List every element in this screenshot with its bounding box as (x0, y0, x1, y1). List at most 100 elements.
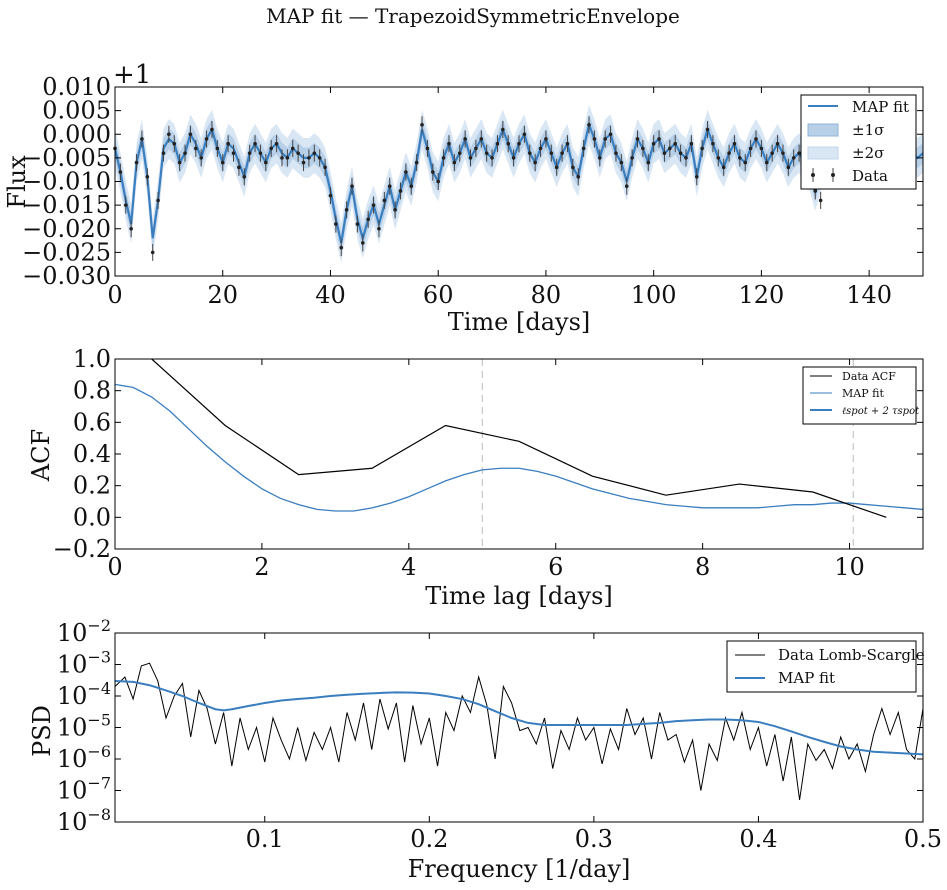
flux-data-point (554, 165, 559, 170)
flux-data-point (689, 141, 694, 146)
acf-xtick-label: 6 (548, 553, 563, 581)
flux-data-point (592, 137, 597, 141)
flux-data-point (571, 165, 575, 170)
flux-data-point (797, 151, 801, 155)
flux-data-point (657, 137, 661, 141)
flux-data-point (301, 160, 306, 165)
flux-data-point (668, 146, 672, 151)
figure-suptitle: MAP fit — TrapezoidSymmetricEnvelope (266, 4, 680, 28)
flux-data-point (366, 217, 370, 222)
psd-legend-box (726, 640, 917, 693)
psd-ytick-label: 10−8 (57, 805, 111, 836)
psd-ytick-label: 10−6 (57, 742, 111, 773)
flux-data-point (457, 151, 462, 155)
acf-ytick-label: 0.6 (73, 408, 111, 436)
flux-data-point (436, 179, 441, 184)
flux-data-point (549, 151, 554, 155)
flux-data-point (738, 156, 742, 160)
acf-data-line (148, 359, 887, 518)
flux-data-point (274, 141, 279, 146)
flux-data-point (743, 160, 748, 165)
flux-data-point (355, 222, 360, 226)
legend-acf-map-fit-label: MAP fit (842, 387, 884, 400)
flux-data-point (517, 141, 521, 146)
flux-xtick-label: 100 (631, 281, 677, 309)
flux-data-point (759, 146, 764, 151)
flux-data-point (194, 146, 198, 151)
flux-data-point (323, 165, 327, 170)
psd-xtick-label: 0.3 (575, 825, 613, 853)
flux-ylabel: Flux (3, 155, 31, 209)
flux-data-point (484, 151, 489, 155)
flux-data-point (220, 160, 225, 165)
flux-data-point (598, 156, 602, 160)
flux-ytick-label: 0.005 (42, 97, 111, 125)
legend-spot-label: ℓspot + 2 τspot (842, 406, 920, 417)
flux-data-point (253, 141, 257, 146)
flux-ytick-label: 0.010 (42, 73, 111, 101)
legend-data-acf-label: Data ACF (842, 370, 896, 383)
flux-data-point (334, 222, 338, 226)
flux-data-point (511, 156, 516, 160)
flux-data-point (694, 174, 699, 179)
legend-data-marker-1 (811, 173, 815, 177)
flux-data-point (129, 226, 133, 231)
flux-data-point (630, 156, 634, 160)
psd-ytick-label: 10−5 (57, 711, 111, 742)
flux-data-point (716, 156, 721, 160)
flux-data-point (474, 146, 478, 151)
psd-xtick-label: 0.2 (410, 825, 448, 853)
flux-data-point (527, 151, 532, 155)
acf-panel: 0 2 4 6 8 10 −0.2 0.0 0.2 0.4 0.6 0.8 1.0 Time lag [… (27, 345, 924, 610)
flux-ytick-label: −0.020 (22, 215, 111, 243)
flux-xtick-label: 60 (423, 281, 454, 309)
legend-2sigma-swatch (807, 146, 839, 160)
psd-ytick-label: 10−3 (57, 648, 111, 679)
flux-data-point (204, 137, 209, 141)
flux-data-point (748, 146, 753, 151)
flux-data-point (764, 160, 769, 165)
acf-ytick-label: 0.4 (73, 440, 111, 468)
flux-data-point (651, 141, 656, 146)
acf-xtick-label: 10 (834, 553, 865, 581)
flux-data-point (172, 141, 177, 146)
flux-xtick-label: 0 (107, 281, 122, 309)
flux-data-point (183, 151, 187, 155)
flux-data-point (425, 146, 430, 151)
flux-data-point (646, 160, 651, 165)
flux-data-point (452, 160, 457, 165)
flux-data-point (786, 165, 791, 170)
psd-panel: 0.1 0.2 0.3 0.4 0.5 10−810−710−610−510−410−31… (28, 616, 942, 883)
flux-data-point (140, 137, 144, 141)
flux-data-point (398, 189, 403, 193)
flux-data-point (678, 151, 683, 155)
flux-data-point (441, 156, 446, 160)
flux-data-point (614, 151, 618, 155)
flux-data-point (813, 189, 818, 193)
flux-data-point (635, 137, 640, 141)
flux-data-point (431, 170, 435, 174)
flux-data-point (624, 184, 629, 189)
acf-ytick-label: 1.0 (73, 345, 111, 373)
flux-data-point (565, 141, 570, 146)
flux-data-point (382, 198, 387, 203)
flux-data-point (247, 151, 252, 155)
flux-data-point (156, 198, 160, 203)
flux-data-point (339, 245, 344, 250)
flux-data-point (269, 146, 274, 151)
flux-data-point (608, 132, 613, 137)
flux-data-point (490, 156, 494, 160)
acf-legend: Data ACF MAP fit ℓspot + 2 τspot (802, 366, 920, 425)
flux-data-point (414, 160, 419, 165)
flux-data-point (721, 165, 726, 170)
psd-lomb-scargle-line (114, 662, 924, 801)
flux-data-point (506, 141, 511, 146)
flux-data-point (700, 146, 704, 151)
flux-data-point (770, 151, 774, 155)
flux-data-point (404, 170, 408, 174)
flux-xlabel: Time [days] (448, 308, 591, 336)
legend-1sigma-label: ±1σ (852, 121, 884, 139)
flux-data-point (818, 198, 823, 203)
psd-legend: Data Lomb-Scargle MAP fit (726, 640, 925, 693)
flux-data-point (409, 184, 414, 189)
